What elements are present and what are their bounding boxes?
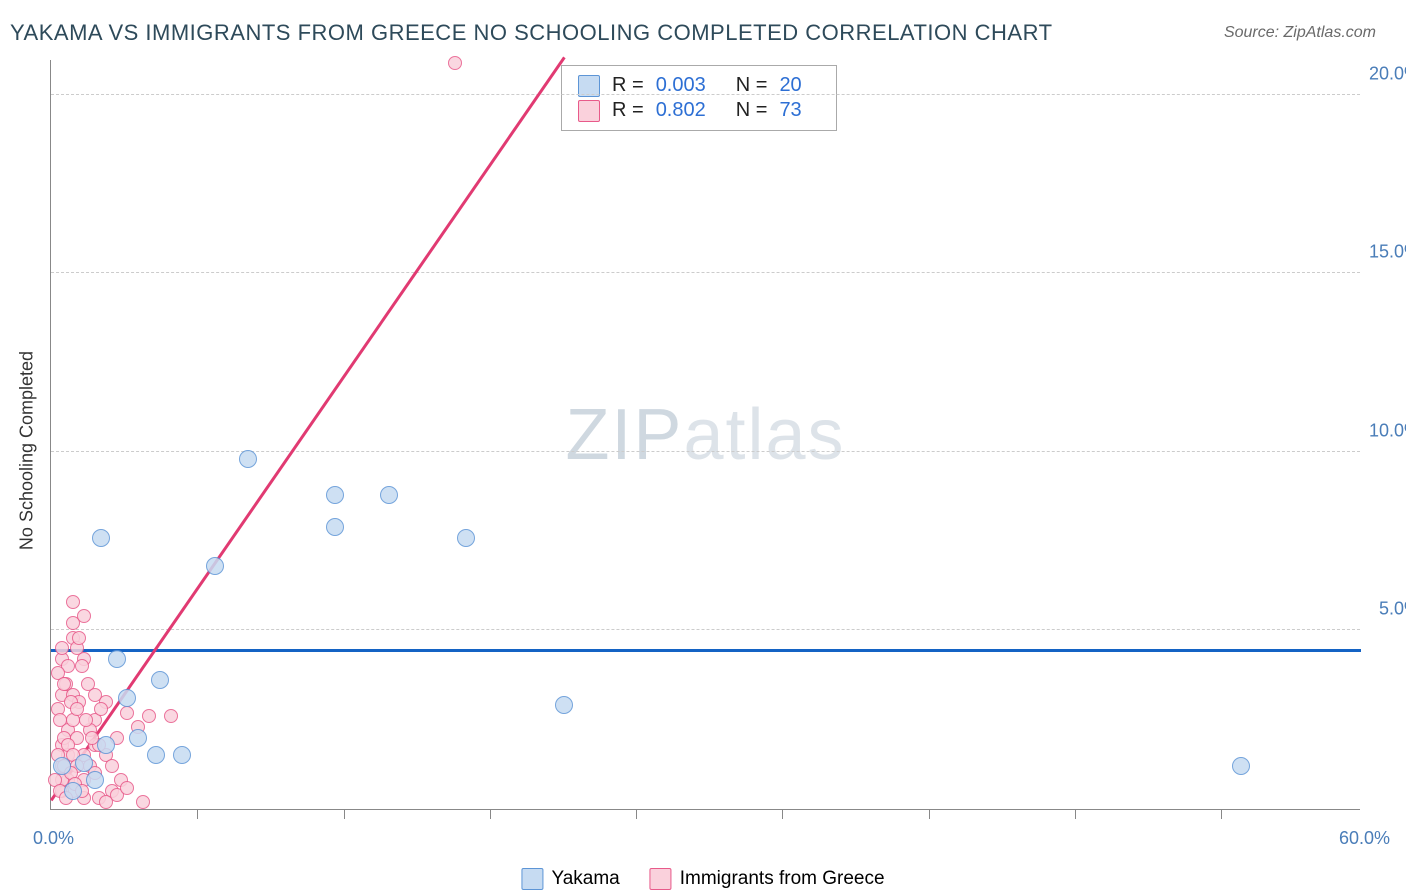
source-attribution: Source: ZipAtlas.com <box>1224 24 1376 42</box>
legend-item-2: Immigrants from Greece <box>650 868 885 890</box>
r-value-2: 0.802 <box>656 99 706 122</box>
y-tick-label: 15.0% <box>1369 242 1406 263</box>
x-tick <box>490 809 491 819</box>
x-tick <box>1075 809 1076 819</box>
x-tick <box>197 809 198 819</box>
data-point <box>120 781 134 795</box>
data-point <box>66 595 80 609</box>
data-point <box>164 709 178 723</box>
data-point <box>173 746 191 764</box>
swatch-series2 <box>578 100 600 122</box>
legend-label-2: Immigrants from Greece <box>680 868 885 890</box>
watermark-light: atlas <box>683 395 845 475</box>
legend-swatch-2 <box>650 868 672 890</box>
y-tick-label: 20.0% <box>1369 63 1406 84</box>
n-label-2: N = <box>736 99 768 122</box>
data-point <box>326 486 344 504</box>
data-point <box>147 746 165 764</box>
x-tick <box>636 809 637 819</box>
data-point <box>1232 757 1250 775</box>
data-point <box>151 671 169 689</box>
chart-container: No Schooling Completed ZIPatlas R = 0.00… <box>50 60 1380 820</box>
legend-label-1: Yakama <box>551 868 619 890</box>
watermark: ZIPatlas <box>565 394 845 476</box>
data-point <box>129 729 147 747</box>
data-point <box>97 736 115 754</box>
x-tick <box>929 809 930 819</box>
r-label-2: R = <box>612 99 644 122</box>
data-point <box>239 450 257 468</box>
stats-row-2: R = 0.802 N = 73 <box>578 99 820 122</box>
gridline <box>51 94 1360 95</box>
chart-title: YAKAMA VS IMMIGRANTS FROM GREECE NO SCHO… <box>10 20 1053 46</box>
data-point <box>53 713 67 727</box>
data-point <box>75 659 89 673</box>
x-tick <box>1221 809 1222 819</box>
watermark-bold: ZIP <box>565 395 683 475</box>
data-point <box>55 641 69 655</box>
x-tick <box>344 809 345 819</box>
data-point <box>75 754 93 772</box>
legend-item-1: Yakama <box>521 868 619 890</box>
data-point <box>57 677 71 691</box>
data-point <box>136 795 150 809</box>
data-point <box>555 696 573 714</box>
n-value-2: 73 <box>779 99 801 122</box>
data-point <box>105 759 119 773</box>
trend-line <box>51 649 1361 652</box>
data-point <box>108 650 126 668</box>
data-point <box>66 616 80 630</box>
data-point <box>79 713 93 727</box>
data-point <box>120 706 134 720</box>
data-point <box>142 709 156 723</box>
data-point <box>380 486 398 504</box>
y-tick-label: 10.0% <box>1369 420 1406 441</box>
y-tick-label: 5.0% <box>1379 599 1406 620</box>
plot-area: ZIPatlas R = 0.003 N = 20 R = 0.802 N = … <box>50 60 1360 810</box>
data-point <box>94 702 108 716</box>
data-point <box>457 529 475 547</box>
data-point <box>88 688 102 702</box>
data-point <box>64 782 82 800</box>
x-axis-min-label: 0.0% <box>33 828 74 849</box>
gridline <box>51 272 1360 273</box>
bottom-legend: Yakama Immigrants from Greece <box>521 868 884 890</box>
data-point <box>448 56 462 70</box>
data-point <box>72 631 86 645</box>
x-tick <box>782 809 783 819</box>
data-point <box>92 529 110 547</box>
y-axis-label: No Schooling Completed <box>17 351 38 550</box>
correlation-stats-box: R = 0.003 N = 20 R = 0.802 N = 73 <box>561 65 837 131</box>
data-point <box>118 689 136 707</box>
data-point <box>86 771 104 789</box>
data-point <box>206 557 224 575</box>
gridline <box>51 629 1360 630</box>
x-axis-max-label: 60.0% <box>1339 828 1390 849</box>
data-point <box>326 518 344 536</box>
legend-swatch-1 <box>521 868 543 890</box>
data-point <box>53 757 71 775</box>
